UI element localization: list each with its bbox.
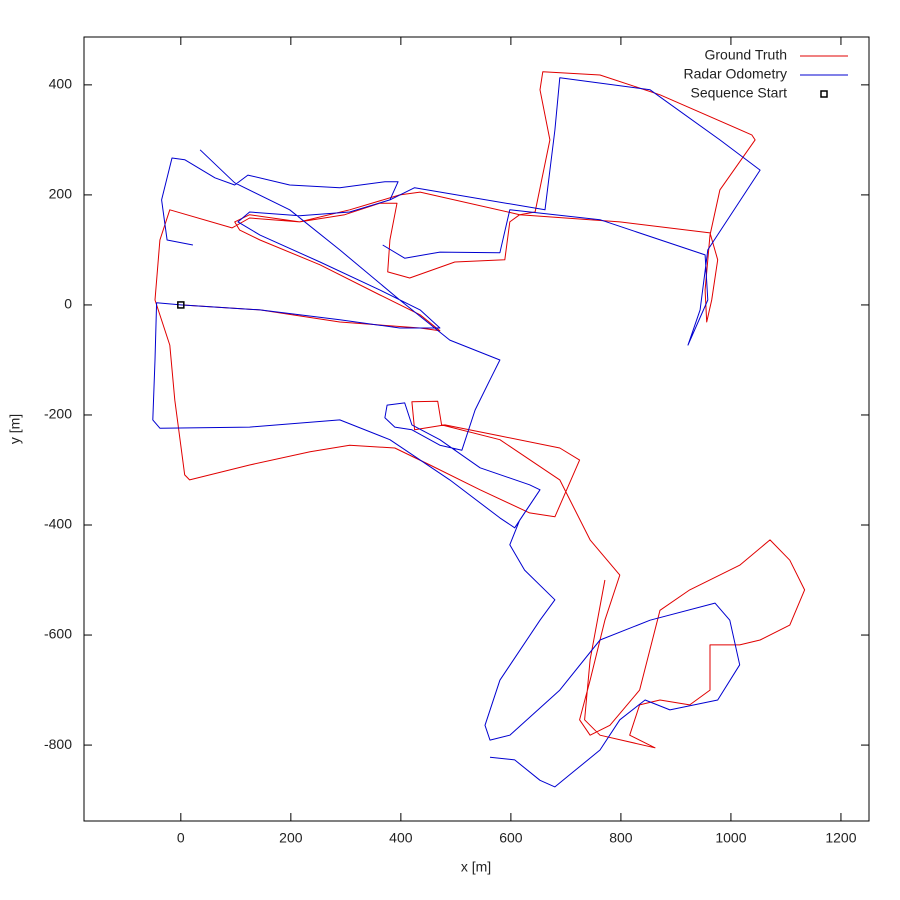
x-axis-label: x [m]: [461, 859, 491, 875]
trajectory: [152, 77, 761, 788]
x-tick-label: 400: [389, 830, 413, 846]
x-tick-label: 200: [279, 830, 303, 846]
start-marker: [177, 301, 185, 309]
y-tick-label: -800: [44, 736, 72, 752]
legend-label: Sequence Start: [690, 85, 787, 101]
y-tick-label: -400: [44, 516, 72, 532]
y-tick-label: 200: [49, 186, 73, 202]
y-tick-label: -200: [44, 406, 72, 422]
trajectory: [154, 71, 806, 749]
x-tick-label: 600: [499, 830, 523, 846]
plot-frame: [83, 36, 870, 822]
legend-marker: [820, 90, 828, 98]
x-tick-label: 800: [609, 830, 633, 846]
y-tick-label: -600: [44, 626, 72, 642]
y-tick-label: 0: [64, 296, 72, 312]
x-tick-label: 1000: [715, 830, 746, 846]
legend-label: Ground Truth: [705, 47, 788, 63]
legend-label: Radar Odometry: [684, 66, 787, 82]
y-tick-label: 400: [49, 76, 73, 92]
y-axis-label: y [m]: [7, 414, 23, 444]
x-tick-label: 0: [177, 830, 185, 846]
x-tick-label: 1200: [825, 830, 856, 846]
